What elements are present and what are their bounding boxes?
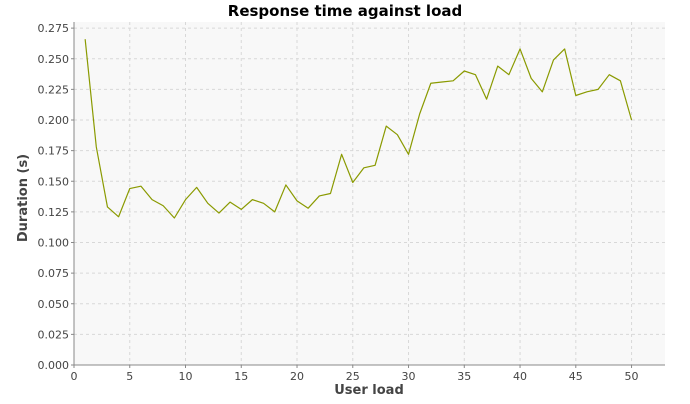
y-tick-label: 0.200 xyxy=(38,114,70,127)
y-tick-label: 0.175 xyxy=(38,145,70,158)
series-line xyxy=(84,39,633,219)
y-tick-label: 0.025 xyxy=(38,328,70,341)
y-tick-label: 0.275 xyxy=(38,22,70,35)
x-tick-label: 15 xyxy=(234,370,248,383)
x-tick-label: 50 xyxy=(625,370,639,383)
y-tick-label: 0.050 xyxy=(38,298,70,311)
x-tick-label: 0 xyxy=(71,370,78,383)
x-tick-label: 40 xyxy=(513,370,527,383)
x-tick-label: 30 xyxy=(402,370,416,383)
x-tick-label: 5 xyxy=(126,370,133,383)
x-tick-label: 25 xyxy=(346,370,360,383)
y-tick-label: 0.250 xyxy=(38,53,70,66)
y-tick-label: 0.075 xyxy=(38,267,70,280)
plot-area xyxy=(74,22,665,365)
y-tick-label: 0.125 xyxy=(38,206,70,219)
x-axis-title: User load xyxy=(334,383,404,398)
y-axis-title: Duration (s) xyxy=(16,154,31,242)
chart-title: Response time against load xyxy=(228,2,462,20)
x-tick-label: 35 xyxy=(457,370,471,383)
y-tick-label: 0.000 xyxy=(38,359,70,372)
x-tick-label: 10 xyxy=(179,370,193,383)
y-tick-label: 0.100 xyxy=(38,237,70,250)
x-tick-label: 45 xyxy=(569,370,583,383)
y-tick-label: 0.225 xyxy=(38,83,70,96)
y-tick-label: 0.150 xyxy=(38,175,70,188)
x-tick-label: 20 xyxy=(290,370,304,383)
